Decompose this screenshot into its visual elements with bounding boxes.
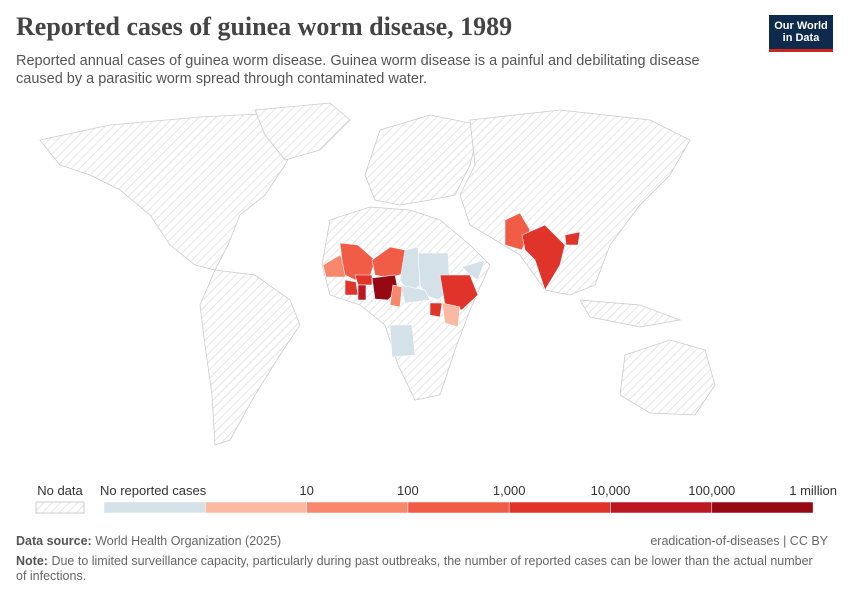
country	[441, 302, 461, 328]
legend-swatch	[205, 501, 307, 514]
country	[521, 224, 566, 291]
world-map	[39, 102, 716, 446]
legend-label: No data	[37, 483, 83, 498]
note-label: Note:	[16, 554, 48, 568]
credit[interactable]: eradication-of-diseases | CC BY	[650, 534, 828, 548]
europe	[364, 114, 481, 206]
country	[439, 274, 479, 311]
logo-line: in Data	[782, 32, 820, 44]
note-text: Due to limited surveillance capacity, pa…	[16, 554, 813, 583]
source: Data source: World Health Organization (…	[16, 534, 281, 549]
legend-label: 10	[299, 483, 313, 498]
country	[354, 274, 373, 286]
legend-swatch	[610, 501, 713, 514]
logo-line: Our World	[774, 20, 828, 32]
country	[389, 284, 403, 308]
legend-label: 100,000	[688, 483, 735, 498]
south-america	[199, 269, 301, 446]
legend-swatch	[306, 501, 409, 514]
legend-swatch	[508, 501, 611, 514]
country	[357, 284, 367, 301]
country	[344, 279, 359, 296]
country	[461, 259, 486, 281]
source-text[interactable]: World Health Organization (2025)	[95, 534, 282, 548]
australia	[619, 339, 716, 416]
legend-label: 100	[397, 483, 419, 498]
country	[564, 231, 581, 246]
legend-label: 1 million	[789, 483, 837, 498]
legend-label: 10,000	[591, 483, 631, 498]
legend: No data No reported cases 10 100 1,000 10,0…	[35, 483, 837, 514]
country	[429, 302, 443, 318]
source-label: Data source:	[16, 534, 92, 548]
countries	[322, 212, 581, 358]
logo[interactable]: Our World in Data	[769, 15, 833, 52]
no-data-swatch	[35, 501, 85, 514]
legend-label: No reported cases	[100, 483, 207, 498]
legend-swatch	[711, 501, 814, 514]
north-america	[39, 112, 301, 271]
greenland	[254, 102, 351, 161]
legend-label: 1,000	[493, 483, 526, 498]
country	[389, 324, 416, 358]
indonesia	[579, 299, 682, 328]
subtitle: Reported annual cases of guinea worm dis…	[16, 53, 700, 87]
note: Note: Due to limited surveillance capaci…	[16, 554, 816, 584]
asia	[459, 109, 691, 296]
legend-swatch	[103, 501, 206, 514]
title: Reported cases of guinea worm disease, 1…	[16, 12, 513, 41]
legend-swatch	[407, 501, 510, 514]
country	[399, 284, 431, 304]
